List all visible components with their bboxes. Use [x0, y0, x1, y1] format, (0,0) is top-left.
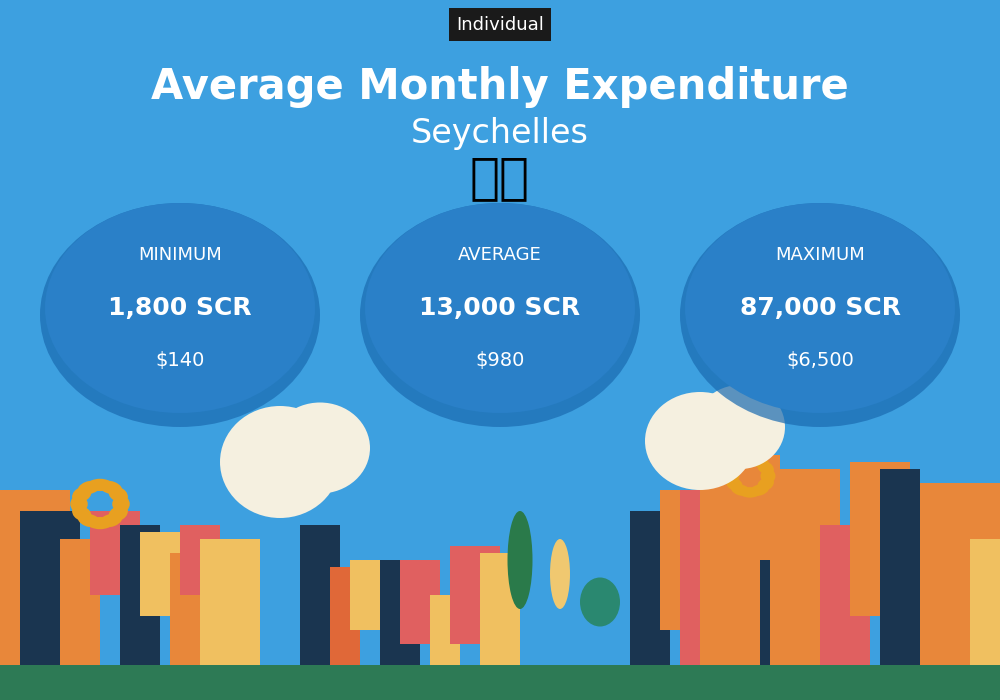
Ellipse shape — [508, 511, 532, 609]
FancyBboxPatch shape — [20, 511, 80, 665]
FancyBboxPatch shape — [60, 539, 100, 665]
Text: 🇸🇨: 🇸🇨 — [470, 155, 530, 202]
Ellipse shape — [99, 514, 122, 527]
Text: 87,000 SCR: 87,000 SCR — [740, 296, 900, 320]
FancyBboxPatch shape — [880, 469, 920, 665]
FancyBboxPatch shape — [0, 455, 1000, 700]
Ellipse shape — [580, 578, 620, 626]
FancyBboxPatch shape — [680, 490, 710, 665]
Ellipse shape — [757, 477, 774, 491]
Ellipse shape — [724, 469, 740, 483]
Text: 1,800 SCR: 1,800 SCR — [108, 296, 252, 320]
Ellipse shape — [78, 481, 101, 494]
Ellipse shape — [45, 203, 315, 413]
FancyBboxPatch shape — [480, 553, 520, 665]
Text: 13,000 SCR: 13,000 SCR — [419, 296, 581, 320]
Ellipse shape — [761, 469, 776, 483]
Ellipse shape — [740, 454, 761, 465]
FancyBboxPatch shape — [630, 511, 670, 665]
FancyBboxPatch shape — [330, 567, 360, 665]
Ellipse shape — [40, 203, 320, 427]
FancyBboxPatch shape — [0, 665, 1000, 700]
FancyBboxPatch shape — [820, 525, 870, 665]
FancyBboxPatch shape — [170, 553, 200, 665]
FancyBboxPatch shape — [200, 539, 260, 665]
Ellipse shape — [108, 486, 128, 503]
Ellipse shape — [749, 456, 769, 468]
FancyBboxPatch shape — [350, 560, 390, 630]
Ellipse shape — [365, 203, 635, 413]
FancyBboxPatch shape — [430, 595, 460, 665]
Ellipse shape — [360, 203, 640, 427]
Text: Seychelles: Seychelles — [411, 116, 589, 150]
FancyBboxPatch shape — [380, 560, 420, 665]
FancyBboxPatch shape — [970, 539, 1000, 665]
FancyBboxPatch shape — [450, 546, 500, 644]
Text: MINIMUM: MINIMUM — [138, 246, 222, 265]
FancyBboxPatch shape — [700, 455, 780, 665]
FancyBboxPatch shape — [920, 483, 1000, 665]
FancyBboxPatch shape — [140, 532, 190, 616]
Ellipse shape — [731, 484, 751, 496]
FancyBboxPatch shape — [400, 560, 440, 644]
Ellipse shape — [757, 461, 774, 475]
Ellipse shape — [108, 505, 128, 522]
Ellipse shape — [726, 477, 743, 491]
Ellipse shape — [695, 385, 785, 469]
Text: Average Monthly Expenditure: Average Monthly Expenditure — [151, 66, 849, 108]
FancyBboxPatch shape — [0, 490, 70, 665]
FancyBboxPatch shape — [120, 525, 160, 665]
Ellipse shape — [72, 486, 92, 503]
Text: MAXIMUM: MAXIMUM — [775, 246, 865, 265]
Ellipse shape — [749, 484, 769, 496]
Ellipse shape — [270, 402, 370, 493]
Text: AVERAGE: AVERAGE — [458, 246, 542, 265]
FancyBboxPatch shape — [90, 511, 140, 595]
Text: Individual: Individual — [456, 15, 544, 34]
Ellipse shape — [550, 539, 570, 609]
Text: $140: $140 — [155, 351, 205, 370]
FancyBboxPatch shape — [760, 560, 790, 665]
Ellipse shape — [220, 406, 340, 518]
Ellipse shape — [72, 505, 92, 522]
Ellipse shape — [70, 496, 88, 512]
Ellipse shape — [99, 481, 122, 494]
Text: $980: $980 — [475, 351, 525, 370]
Ellipse shape — [112, 496, 130, 512]
Ellipse shape — [685, 203, 955, 413]
FancyBboxPatch shape — [180, 525, 220, 595]
Ellipse shape — [645, 392, 755, 490]
Ellipse shape — [726, 461, 743, 475]
FancyBboxPatch shape — [770, 469, 840, 665]
FancyBboxPatch shape — [660, 490, 720, 630]
Ellipse shape — [740, 487, 761, 498]
Ellipse shape — [88, 479, 112, 491]
FancyBboxPatch shape — [300, 525, 340, 665]
Ellipse shape — [680, 203, 960, 427]
Text: $6,500: $6,500 — [786, 351, 854, 370]
Ellipse shape — [731, 456, 751, 468]
Ellipse shape — [88, 517, 112, 529]
Ellipse shape — [78, 514, 101, 527]
FancyBboxPatch shape — [850, 462, 910, 616]
